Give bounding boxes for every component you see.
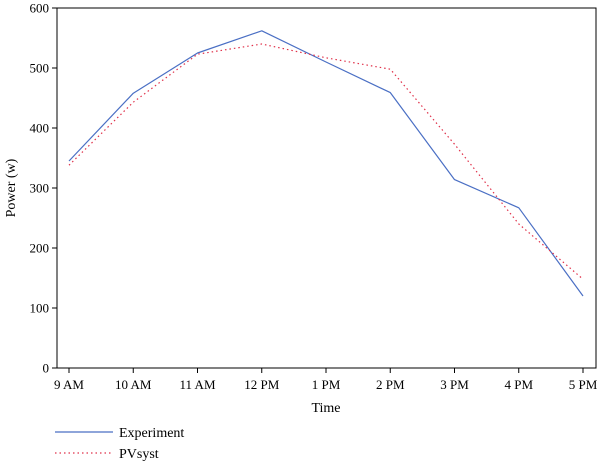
y-tick-label: 100	[30, 301, 50, 316]
y-tick-label: 300	[30, 181, 50, 196]
x-tick-label: 1 PM	[312, 377, 341, 392]
legend-label-experiment: Experiment	[119, 426, 184, 441]
legend: Experiment PVsyst	[55, 426, 184, 462]
y-axis-title: Power (w)	[4, 158, 19, 217]
x-tick-label: 11 AM	[180, 377, 216, 392]
series-line-pvsyst	[68, 43, 584, 280]
x-tick-label: 9 AM	[54, 377, 84, 392]
x-tick-label: 12 PM	[244, 377, 279, 392]
x-tick-label: 2 PM	[376, 377, 405, 392]
series-layer	[68, 30, 584, 297]
y-tick-label: 600	[30, 1, 50, 16]
y-tick-label: 400	[30, 121, 50, 136]
y-tick-label: 200	[30, 241, 50, 256]
x-tick-label: 3 PM	[440, 377, 469, 392]
x-tick-label: 10 AM	[115, 377, 152, 392]
x-tick-label: 5 PM	[569, 377, 598, 392]
x-axis: 9 AM 10 AM 11 AM 12 PM 1 PM 2 PM 3 PM 4 PM 5 PM	[54, 368, 598, 392]
legend-label-pvsyst: PVsyst	[119, 447, 159, 462]
y-tick-label: 0	[43, 361, 50, 376]
x-tick-label: 4 PM	[504, 377, 533, 392]
series-line-experiment	[68, 30, 584, 297]
y-axis: 0 100 200 300 400 500 600	[30, 1, 57, 376]
x-axis-title: Time	[311, 401, 340, 416]
y-tick-label: 500	[30, 61, 50, 76]
